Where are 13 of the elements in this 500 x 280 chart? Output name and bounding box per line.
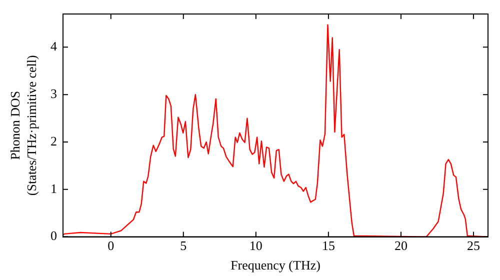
x-tick-label: 20	[394, 238, 408, 254]
y-tick-label: 0	[50, 228, 57, 244]
x-tick-label: 0	[108, 238, 114, 254]
x-tick-label: 10	[249, 238, 262, 254]
x-tick-label: 5	[180, 238, 187, 254]
x-tick-label: 25	[466, 238, 480, 254]
y-tick-label: 4	[50, 38, 58, 54]
y-axis-title: Phonon DOS (States/THz·primitive cell)	[8, 55, 39, 196]
x-axis-title: Frequency (THz)	[230, 258, 320, 273]
y-tick-label: 3	[50, 86, 57, 102]
y-tick-label: 1	[50, 180, 57, 196]
y-tick-label: 2	[50, 133, 57, 148]
x-tick-label: 15	[322, 238, 335, 254]
